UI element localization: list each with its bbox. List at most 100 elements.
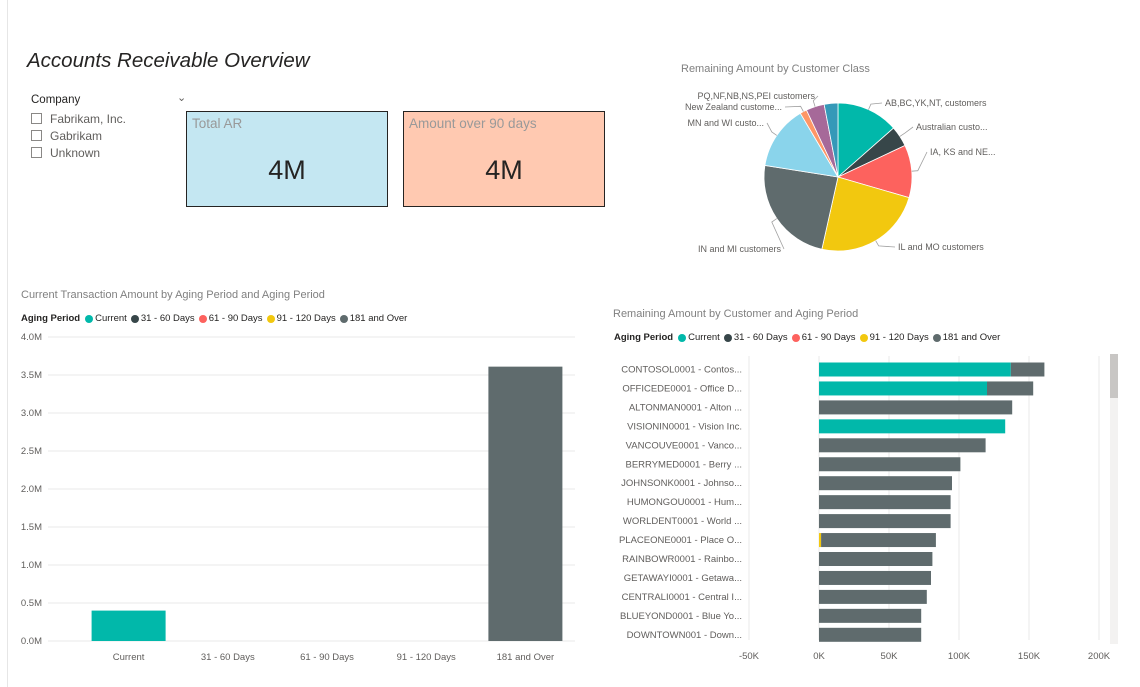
- bar-segment-91-120-days[interactable]: [819, 533, 822, 548]
- column-chart[interactable]: 0.0M 0.5M 1.0M 1.5M 2.0M 2.5M 3.0M 3.5M 4.0M Curr…: [0, 325, 590, 670]
- pie-slice-ab-bc-yk-nt-customers[interactable]: [837, 102, 895, 178]
- legend-dot-icon: [130, 314, 139, 323]
- y-tick-label: CONTOSOL0001 - Contos...: [621, 365, 742, 376]
- bar-chart-scrollbar[interactable]: [1110, 354, 1118, 644]
- bar-segment-181-and-over[interactable]: [819, 589, 927, 604]
- legend-item-181-and-over[interactable]: 181 and Over: [932, 332, 1001, 343]
- bar-segment-181-and-over[interactable]: [987, 381, 1034, 396]
- card-label: Total AR: [192, 116, 243, 131]
- legend-item-181-and-over[interactable]: 181 and Over: [339, 313, 408, 324]
- pie-slice-label: PQ,NF,NB,NS,PEI customers: [697, 91, 815, 101]
- x-tick-label: 91 - 120 Days: [397, 652, 456, 663]
- bar-segment-181-and-over[interactable]: [819, 608, 922, 623]
- x-tick-label: 31 - 60 Days: [201, 652, 255, 663]
- y-tick-label: HUMONGOU0001 - Hum...: [627, 497, 742, 508]
- pie-leader-line: [868, 102, 883, 110]
- legend-item-61-90-days[interactable]: 61 - 90 Days: [791, 332, 856, 343]
- bar-segment-181-and-over[interactable]: [819, 495, 951, 510]
- legend-item-current[interactable]: Current: [85, 313, 127, 324]
- legend-item-61-90-days[interactable]: 61 - 90 Days: [198, 313, 263, 324]
- legend-dot-icon: [266, 314, 275, 323]
- y-tick-label: BLUEYOND0001 - Blue Yo...: [620, 611, 742, 622]
- scrollbar-thumb[interactable]: [1110, 354, 1118, 398]
- legend-title: Aging Period: [614, 332, 674, 343]
- y-tick-label: CENTRALI0001 - Central I...: [622, 592, 742, 603]
- horizontal-bar-chart[interactable]: -50K 0K 50K 100K 150K 200K CONTOSOL0001 - Cont…: [600, 350, 1110, 670]
- legend-dot-icon: [678, 333, 687, 342]
- y-tick-label: 1.0M: [21, 560, 42, 571]
- chevron-down-icon[interactable]: ⌄: [177, 92, 187, 104]
- checkbox-icon[interactable]: [31, 130, 42, 141]
- bar-segment-181-and-over[interactable]: [819, 570, 931, 585]
- pie-slice-label: MN and WI custo...: [687, 118, 764, 128]
- x-tick-label: 0K: [813, 651, 825, 662]
- bar-segment-181-and-over[interactable]: [819, 438, 986, 453]
- pie-slice-unlabeled[interactable]: [823, 102, 839, 178]
- checkbox-icon[interactable]: [31, 113, 42, 124]
- bar-segment-181-and-over[interactable]: [819, 400, 1013, 415]
- bar-segment-current[interactable]: [819, 419, 1006, 434]
- column-bar-current[interactable]: [91, 610, 166, 641]
- legend-item-current[interactable]: Current: [678, 332, 720, 343]
- pie-leader-line: [911, 151, 928, 172]
- total-ar-card[interactable]: Total AR 4M: [186, 111, 388, 207]
- legend-label: Current: [688, 332, 720, 343]
- slicer-header[interactable]: Company ⌄: [31, 92, 191, 110]
- x-tick-label: 200K: [1088, 651, 1110, 662]
- bar-segment-181-and-over[interactable]: [819, 552, 933, 566]
- column-bar-181-and-over[interactable]: [488, 366, 563, 641]
- legend-label: 181 and Over: [942, 332, 1001, 343]
- legend-label: 181 and Over: [349, 313, 408, 324]
- legend-dot-icon: [932, 333, 941, 342]
- legend-label: 31 - 60 Days: [140, 313, 195, 324]
- y-tick-label: VISIONIN0001 - Vision Inc.: [627, 421, 742, 432]
- legend-dot-icon: [859, 333, 868, 342]
- y-tick-label: 0.0M: [21, 636, 42, 647]
- pie-slice-label: Australian custo...: [916, 122, 988, 132]
- legend-item-91-120-days[interactable]: 91 - 120 Days: [859, 332, 929, 343]
- legend-item-31-60-days[interactable]: 31 - 60 Days: [723, 332, 788, 343]
- x-tick-label: 150K: [1018, 651, 1041, 662]
- x-tick-label: 61 - 90 Days: [300, 652, 354, 663]
- slicer-item-gabrikam[interactable]: Gabrikam: [31, 127, 191, 144]
- bar-segment-181-and-over[interactable]: [821, 533, 936, 548]
- bar-segment-181-and-over[interactable]: [819, 457, 961, 472]
- x-tick-label: Current: [113, 652, 145, 663]
- legend-label: 61 - 90 Days: [801, 332, 856, 343]
- legend-item-91-120-days[interactable]: 91 - 120 Days: [266, 313, 336, 324]
- legend-label: Current: [95, 313, 127, 324]
- slicer-item-unknown[interactable]: Unknown: [31, 144, 191, 161]
- pie-slice-mn-and-wi-custo[interactable]: [764, 112, 839, 178]
- bar-segment-181-and-over[interactable]: [819, 514, 951, 529]
- bar-segment-181-and-over[interactable]: [819, 476, 952, 491]
- slicer-item-fabrikam[interactable]: Fabrikam, Inc.: [31, 110, 191, 127]
- legend-dot-icon: [723, 333, 732, 342]
- x-tick-label: 181 and Over: [497, 652, 555, 663]
- over-90-days-card[interactable]: Amount over 90 days 4M: [403, 111, 605, 207]
- slicer-item-label: Unknown: [50, 145, 101, 160]
- y-tick-label: JOHNSONK0001 - Johnso...: [621, 478, 742, 489]
- bar-segment-181-and-over[interactable]: [819, 627, 922, 642]
- column-chart-title: Current Transaction Amount by Aging Peri…: [21, 289, 325, 301]
- y-tick-label: ALTONMAN0001 - Alton ...: [629, 402, 742, 413]
- pie-leader-line: [875, 240, 896, 248]
- legend-dot-icon: [198, 314, 207, 323]
- x-tick-label: 100K: [948, 651, 971, 662]
- pie-slice-label: IA, KS and NE...: [930, 147, 996, 157]
- bar-segment-181-and-over[interactable]: [1010, 362, 1045, 377]
- checkbox-icon[interactable]: [31, 147, 42, 158]
- pie-chart[interactable]: AB,BC,YK,NT, customers Australian custo..…: [660, 80, 1040, 270]
- page-left-border: [7, 0, 8, 687]
- slicer-item-label: Gabrikam: [50, 128, 103, 143]
- bar-chart-legend: Aging Period Current 31 - 60 Days 61 - 90 …: [614, 332, 1004, 343]
- bar-segment-current[interactable]: [819, 362, 1011, 377]
- legend-item-31-60-days[interactable]: 31 - 60 Days: [130, 313, 195, 324]
- card-value: 4M: [485, 155, 523, 185]
- bar-segment-current[interactable]: [819, 381, 987, 396]
- pie-slice-il-and-mo-customers[interactable]: [821, 176, 910, 252]
- y-tick-label: GETAWAYI0001 - Getawa...: [624, 573, 742, 584]
- pie-leader-line: [812, 95, 819, 107]
- legend-label: 31 - 60 Days: [733, 332, 788, 343]
- pie-chart-title: Remaining Amount by Customer Class: [681, 63, 870, 75]
- y-tick-label: 2.0M: [21, 484, 42, 495]
